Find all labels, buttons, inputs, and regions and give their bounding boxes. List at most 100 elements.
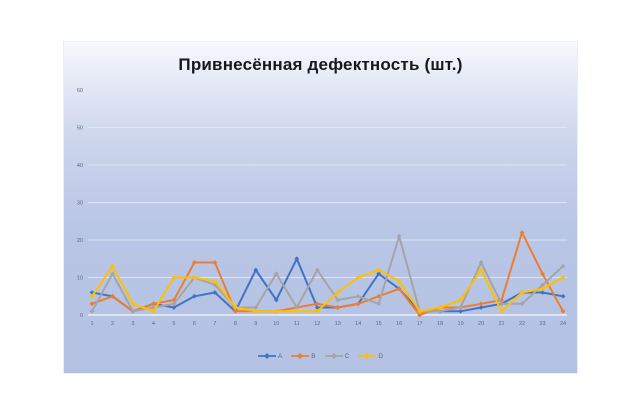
x-axis-tick-label: 16 xyxy=(396,321,402,327)
legend-marker-icon xyxy=(257,353,276,359)
data-point-marker-C xyxy=(89,308,95,314)
x-axis-tick-label: 3 xyxy=(131,321,134,327)
data-point-marker-C xyxy=(396,233,402,239)
data-point-marker-A xyxy=(273,297,279,303)
legend-marker-icon xyxy=(291,353,310,359)
legend-marker-icon xyxy=(324,353,343,359)
data-point-marker-D xyxy=(376,267,382,273)
y-axis-tick-label: 30 xyxy=(77,201,83,207)
data-point-marker-B xyxy=(396,286,402,292)
series-line-C xyxy=(91,235,564,313)
x-axis-tick-label: 9 xyxy=(254,321,257,327)
data-point-marker-D xyxy=(458,297,464,303)
data-point-marker-C xyxy=(499,301,504,307)
chart-canvas: Привнесённая дефектность (шт.) 0 10 20 30 40… xyxy=(64,42,577,373)
chart-legend: A B C D xyxy=(64,352,577,360)
legend-label: D xyxy=(378,352,384,360)
data-point-marker-B xyxy=(89,301,95,307)
legend-item-A: A xyxy=(257,352,283,360)
data-point-marker-B xyxy=(560,308,566,314)
data-point-marker-B xyxy=(478,301,484,307)
data-point-marker-A xyxy=(478,305,484,310)
chart-title: Привнесённая дефектность (шт.) xyxy=(178,55,463,74)
x-axis-tick-label: 7 xyxy=(213,321,216,327)
data-point-marker-B xyxy=(232,308,238,314)
x-axis-tick-label: 24 xyxy=(560,321,566,327)
data-point-marker-A xyxy=(376,271,382,277)
data-point-marker-A xyxy=(171,305,177,310)
y-axis-tick-label: 10 xyxy=(77,276,83,282)
legend-marker-icon xyxy=(358,353,377,359)
legend-label: B xyxy=(311,352,316,360)
x-axis-tick-label: 5 xyxy=(172,321,175,327)
data-point-marker-B xyxy=(519,230,525,235)
x-axis-tick-label: 23 xyxy=(539,321,545,327)
data-point-marker-B xyxy=(314,301,320,307)
data-point-marker-C xyxy=(314,267,320,273)
x-axis-tick-label: 12 xyxy=(314,321,320,327)
data-point-marker-C xyxy=(171,301,177,307)
data-point-marker-C xyxy=(519,301,525,307)
data-point-marker-C xyxy=(335,297,341,303)
x-axis-tick-label: 17 xyxy=(417,321,423,327)
x-axis-tick-label: 10 xyxy=(273,321,279,327)
data-point-marker-D xyxy=(499,308,504,314)
x-axis-tick-label: 13 xyxy=(335,321,341,327)
data-point-marker-B xyxy=(355,301,361,307)
legend-label: A xyxy=(277,352,283,360)
data-point-marker-D xyxy=(232,305,238,310)
x-axis-tick-label: 22 xyxy=(519,321,525,327)
x-axis-tick-label: 2 xyxy=(111,321,114,327)
x-axis-tick-label: 19 xyxy=(458,321,464,327)
data-point-marker-D xyxy=(560,275,566,280)
series-line-D xyxy=(91,265,564,313)
x-axis-tick-label: 18 xyxy=(437,321,443,327)
data-point-marker-C xyxy=(560,263,566,269)
data-point-marker-B xyxy=(417,312,423,318)
y-axis-tick-label: 50 xyxy=(77,126,83,132)
data-point-marker-D xyxy=(314,308,320,314)
data-point-marker-C xyxy=(458,305,464,310)
legend-item-B: B xyxy=(291,352,316,360)
x-axis-tick-label: 14 xyxy=(355,321,361,327)
legend-item-C: C xyxy=(324,352,350,360)
data-point-marker-D xyxy=(130,301,136,307)
x-axis-tick-label: 6 xyxy=(193,321,196,327)
data-point-marker-C xyxy=(130,308,136,314)
series-line-A xyxy=(91,257,564,313)
data-point-marker-A xyxy=(89,290,95,295)
data-point-marker-D xyxy=(89,293,95,299)
x-axis-tick-label: 15 xyxy=(376,321,382,327)
data-point-marker-B xyxy=(171,297,177,303)
x-axis-tick-label: 11 xyxy=(294,321,300,327)
legend-label: C xyxy=(344,352,350,360)
data-point-marker-A xyxy=(458,308,464,314)
data-point-marker-B xyxy=(151,301,156,307)
y-axis-tick-label: 20 xyxy=(77,238,83,244)
data-point-marker-B xyxy=(335,305,341,310)
data-point-marker-D xyxy=(396,278,402,284)
data-point-marker-C xyxy=(253,305,259,310)
data-point-marker-A xyxy=(560,293,566,299)
data-point-marker-A xyxy=(314,305,320,310)
data-point-marker-D xyxy=(417,308,423,314)
x-axis-tick-label: 4 xyxy=(152,321,155,327)
x-axis-tick-label: 20 xyxy=(478,321,484,327)
data-point-marker-C xyxy=(376,301,382,307)
y-axis-tick-label: 0 xyxy=(80,313,83,319)
data-point-marker-D xyxy=(253,308,259,314)
data-point-marker-A xyxy=(294,256,300,262)
data-point-marker-C xyxy=(273,271,279,277)
data-point-marker-D xyxy=(335,290,341,295)
x-axis-tick-label: 1 xyxy=(90,321,93,327)
data-point-marker-D xyxy=(294,308,300,314)
y-axis-tick-label: 40 xyxy=(77,163,83,169)
data-point-marker-D xyxy=(151,308,156,314)
x-axis-tick-label: 21 xyxy=(499,321,505,327)
y-axis-tick-label: 60 xyxy=(77,88,83,94)
data-point-marker-C xyxy=(437,308,443,314)
data-point-marker-D xyxy=(519,290,525,295)
series-line-B xyxy=(91,231,564,316)
legend-item-D: D xyxy=(358,352,383,360)
